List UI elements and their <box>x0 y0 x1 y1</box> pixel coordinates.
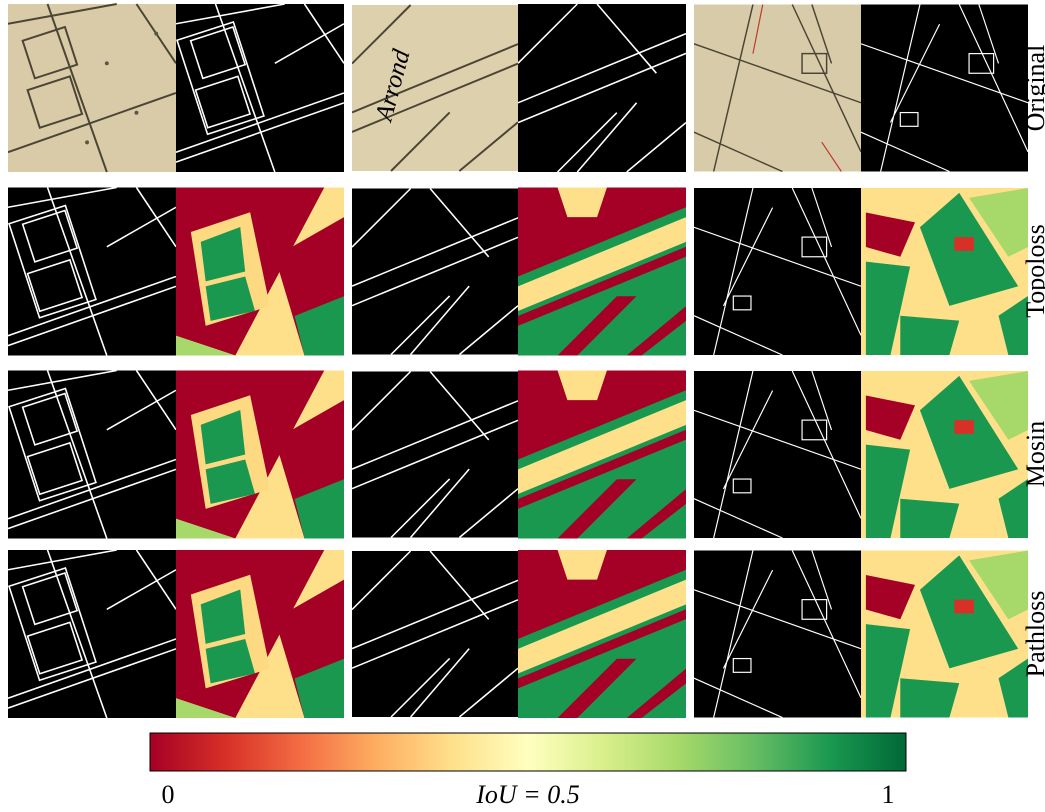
edge-image <box>352 370 518 539</box>
map-image <box>8 2 176 174</box>
edge-image <box>694 550 861 718</box>
row-label: Pathloss <box>1021 591 1045 678</box>
iou-image <box>861 188 1028 355</box>
colorbar-tick-label: 0 <box>162 780 175 807</box>
edge-image <box>8 550 176 718</box>
edge-image <box>352 550 518 718</box>
row-label: Mosin <box>1021 421 1045 487</box>
colorbar-tick-label: 1 <box>882 780 895 807</box>
edge-image <box>694 187 861 356</box>
iou-image <box>176 370 344 539</box>
iou-image <box>176 187 344 356</box>
iou-image <box>518 187 686 356</box>
colorbar <box>149 732 907 772</box>
image-grid <box>8 2 1028 718</box>
map-image <box>694 3 861 173</box>
iou-image <box>861 550 1028 718</box>
iou-image <box>518 550 686 718</box>
row-label: Topoloss <box>1021 224 1045 318</box>
edge-image <box>8 369 176 540</box>
prediction-rows <box>8 186 1028 718</box>
edge-image <box>8 186 176 357</box>
edge-image <box>176 3 344 173</box>
row-label: Original <box>1021 45 1045 132</box>
edge-image <box>861 3 1028 173</box>
edge-image <box>694 370 861 539</box>
iou-image <box>861 371 1028 538</box>
iou-image <box>176 550 344 718</box>
colorbar-tick-label: IoU = 0.5 <box>475 780 579 807</box>
edge-image <box>518 3 686 173</box>
edge-image <box>352 187 518 356</box>
map-image <box>352 3 518 173</box>
iou-image <box>518 370 686 539</box>
